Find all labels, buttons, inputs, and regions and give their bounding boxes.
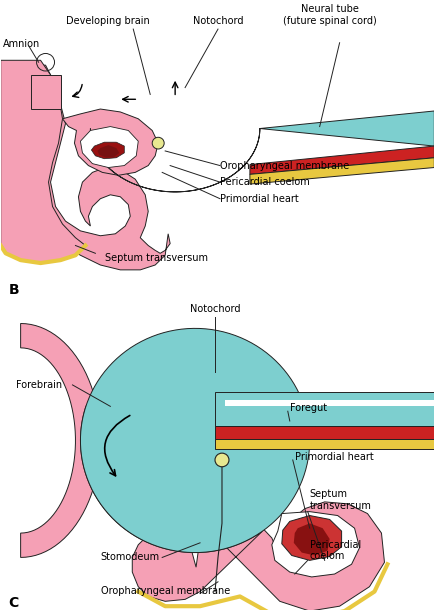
Polygon shape bbox=[281, 516, 341, 561]
Polygon shape bbox=[249, 146, 433, 174]
Polygon shape bbox=[1, 65, 170, 270]
Text: Pericardial
coelom: Pericardial coelom bbox=[309, 540, 360, 561]
Polygon shape bbox=[224, 400, 433, 406]
Text: Septum transversum: Septum transversum bbox=[105, 254, 208, 263]
Text: B: B bbox=[9, 282, 19, 297]
Polygon shape bbox=[214, 440, 433, 449]
Polygon shape bbox=[249, 158, 433, 184]
Text: Pericardial coelom: Pericardial coelom bbox=[220, 177, 309, 187]
Text: Oropharyngeal membrane: Oropharyngeal membrane bbox=[100, 586, 229, 596]
Polygon shape bbox=[97, 145, 119, 158]
Text: Forebrain: Forebrain bbox=[16, 380, 62, 390]
Polygon shape bbox=[80, 406, 384, 611]
Circle shape bbox=[152, 138, 164, 149]
Polygon shape bbox=[1, 60, 85, 263]
Polygon shape bbox=[80, 126, 138, 168]
Text: Foregut: Foregut bbox=[289, 403, 326, 413]
Text: Notochord: Notochord bbox=[192, 16, 243, 26]
Text: Neural tube
(future spinal cord): Neural tube (future spinal cord) bbox=[282, 4, 376, 26]
Polygon shape bbox=[62, 109, 158, 176]
Polygon shape bbox=[293, 523, 329, 556]
Polygon shape bbox=[30, 75, 60, 109]
Polygon shape bbox=[271, 511, 359, 577]
Text: Oropharyngeal membrane: Oropharyngeal membrane bbox=[220, 161, 349, 171]
Polygon shape bbox=[91, 142, 124, 159]
Text: Developing brain: Developing brain bbox=[66, 16, 150, 26]
Text: Stomodeum: Stomodeum bbox=[100, 553, 159, 562]
Polygon shape bbox=[214, 392, 433, 426]
Text: Septum
transversum: Septum transversum bbox=[309, 489, 371, 511]
Text: Amnion: Amnion bbox=[3, 39, 40, 49]
Polygon shape bbox=[20, 324, 100, 558]
Polygon shape bbox=[214, 426, 433, 440]
Circle shape bbox=[214, 453, 228, 467]
Text: C: C bbox=[9, 596, 19, 610]
Text: Primordial heart: Primordial heart bbox=[220, 193, 298, 204]
Polygon shape bbox=[80, 328, 309, 553]
Text: Notochord: Notochord bbox=[189, 304, 240, 314]
Text: Primordial heart: Primordial heart bbox=[294, 452, 373, 462]
Polygon shape bbox=[90, 111, 433, 192]
